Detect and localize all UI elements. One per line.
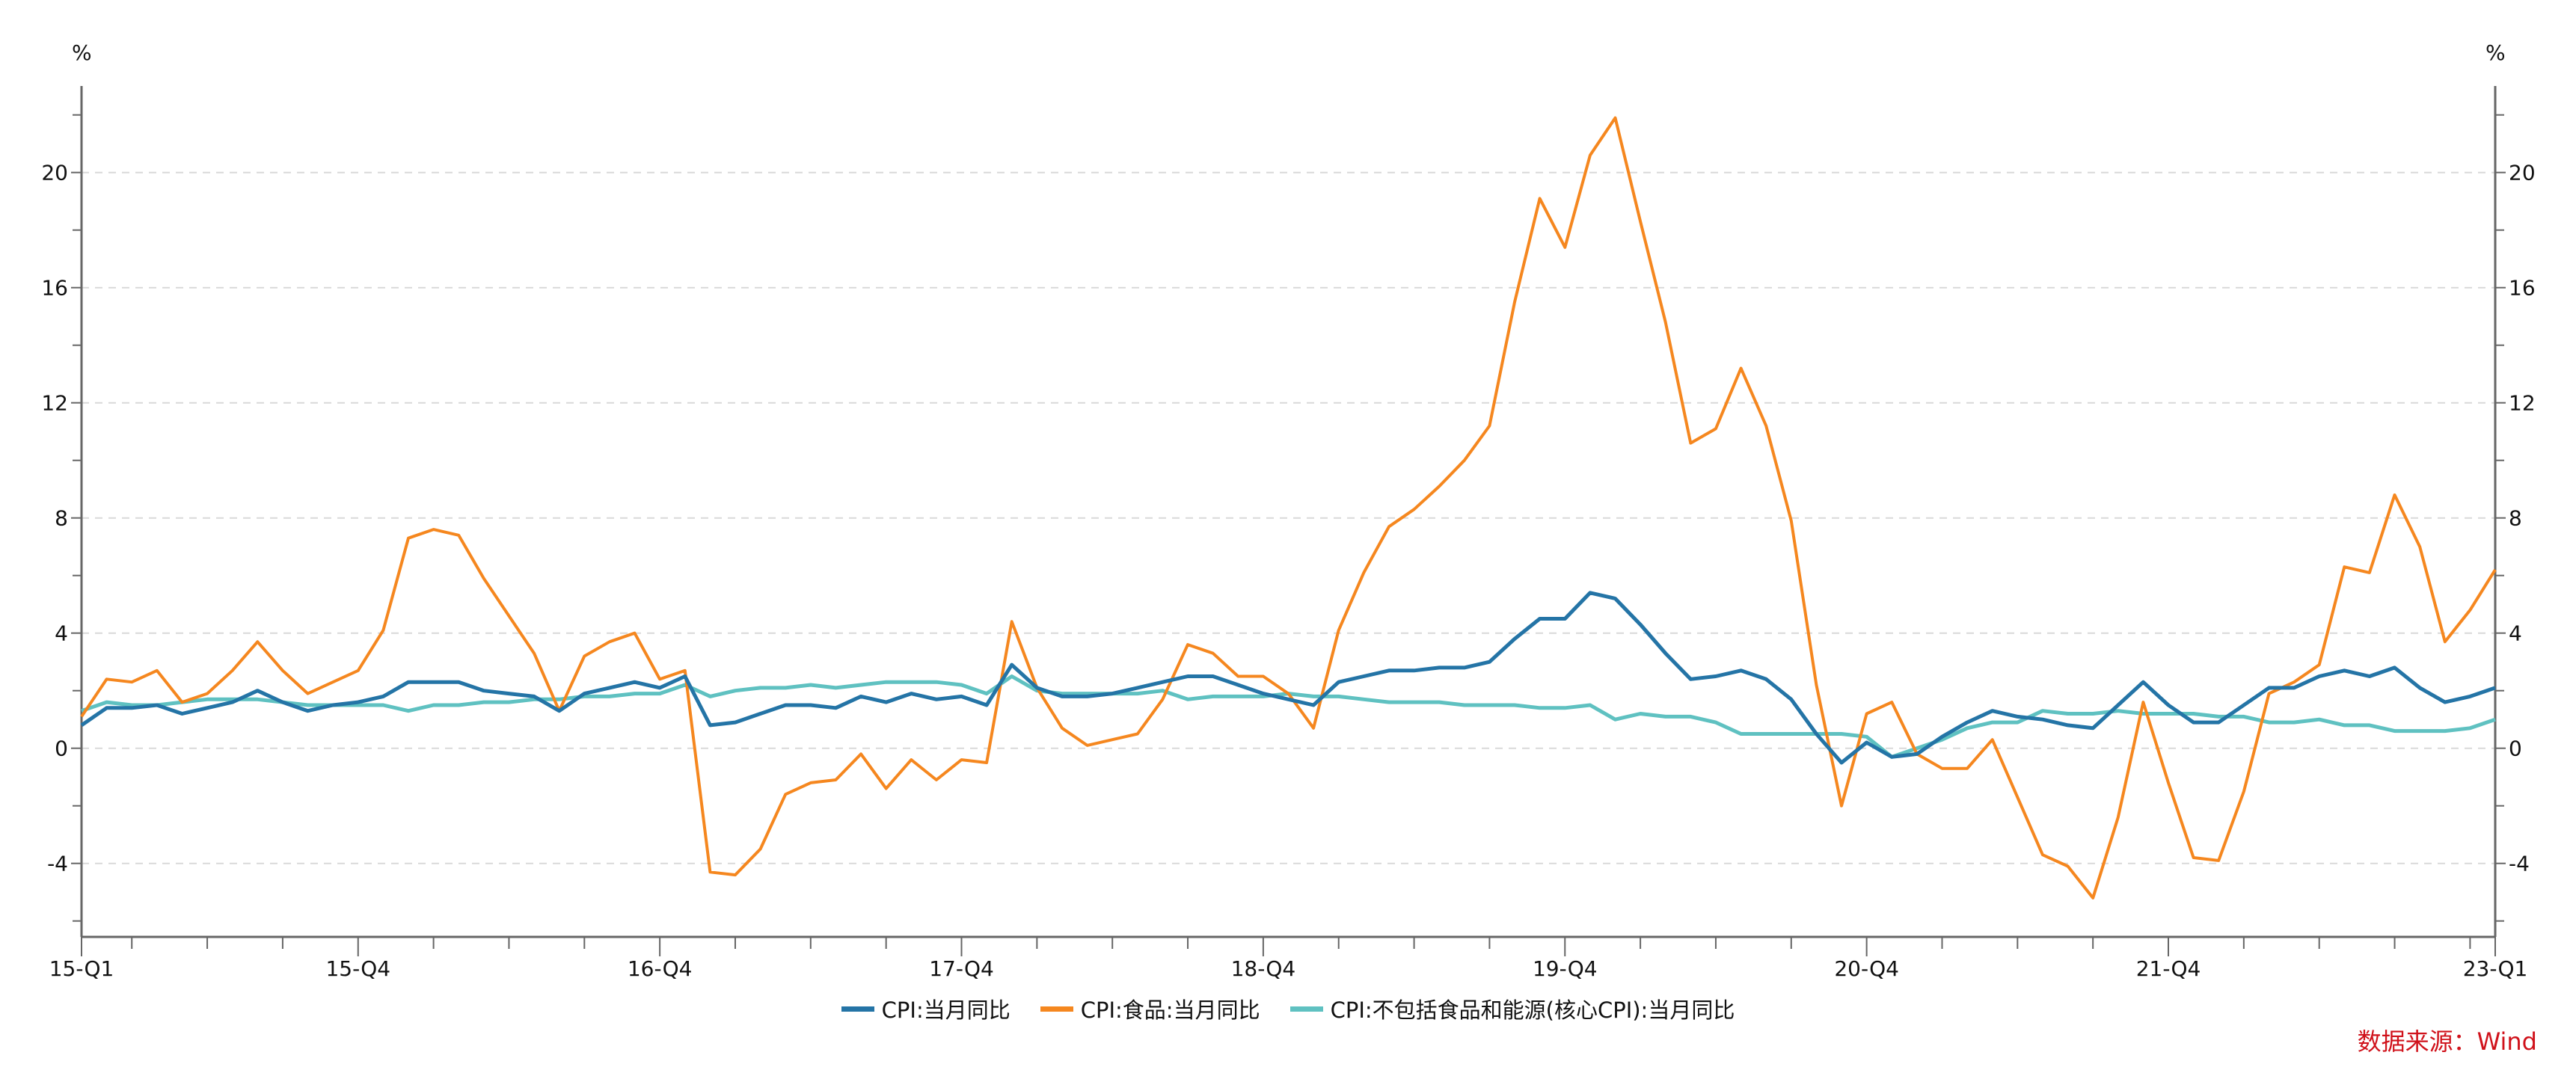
- y-tick-label-left: 16: [41, 276, 68, 301]
- x-tick-label: 16-Q4: [628, 956, 693, 980]
- legend-label: CPI:不包括食品和能源(核心CPI):当月同比: [1330, 997, 1735, 1023]
- series-lines: [80, 116, 2497, 900]
- gridlines: [82, 171, 2495, 864]
- y-tick-label-left: 8: [55, 506, 68, 531]
- y-tick-label-right: 20: [2509, 161, 2536, 185]
- legend-swatch-icon: [1289, 1006, 1323, 1012]
- legend-item-food-cpi[interactable]: CPI:食品:当月同比: [1040, 993, 1260, 1024]
- y-tick-label-left: 20: [41, 161, 68, 185]
- y-tick-label-left: 4: [55, 621, 68, 646]
- x-tick-label: 19-Q4: [1533, 956, 1598, 980]
- y-tick-label-left: 0: [55, 737, 68, 761]
- series-line-0: [80, 591, 2496, 765]
- x-tick-label: 20-Q4: [1834, 956, 1899, 980]
- legend-item-cpi[interactable]: CPI:当月同比: [841, 993, 1011, 1024]
- y-tick-label-right: -4: [2509, 852, 2530, 876]
- x-tick-label: 17-Q4: [929, 956, 994, 980]
- x-tick-label: 18-Q4: [1231, 956, 1296, 980]
- left-axis-unit: %: [72, 40, 92, 65]
- legend-swatch-icon: [841, 1006, 874, 1012]
- x-tick-label: 21-Q4: [2136, 956, 2201, 980]
- legend-swatch-icon: [1040, 1006, 1073, 1012]
- y-tick-label-right: 8: [2509, 506, 2522, 531]
- series-line-1: [80, 116, 2497, 900]
- y-tick-label-right: 12: [2509, 391, 2536, 416]
- legend-label: CPI:当月同比: [881, 997, 1011, 1023]
- axes: -4 -4 0 0 4 4 8 8 12 12 16 16 20 20 15-Q1 15-Q4 16-Q4 17-…: [41, 86, 2536, 980]
- legend-label: CPI:食品:当月同比: [1080, 997, 1260, 1023]
- y-tick-label-right: 0: [2509, 737, 2522, 761]
- x-tick-label: 15-Q4: [325, 956, 390, 980]
- line-chart: -4 -4 0 0 4 4 8 8 12 12 16 16 20 20 15-Q1 15-Q4 16-Q4 17-…: [41, 40, 2536, 980]
- legend: CPI:当月同比 CPI:食品:当月同比 CPI:不包括食品和能源(核心CPI)…: [0, 993, 2576, 1024]
- x-tick-label: 23-Q1: [2463, 956, 2528, 980]
- right-axis-unit: %: [2485, 40, 2506, 65]
- y-tick-label-right: 16: [2509, 276, 2536, 301]
- y-tick-label-left: -4: [47, 852, 68, 876]
- legend-item-core-cpi[interactable]: CPI:不包括食品和能源(核心CPI):当月同比: [1289, 993, 1735, 1024]
- data-source-note: 数据来源：Wind: [2357, 1027, 2537, 1056]
- y-tick-label-right: 4: [2509, 621, 2522, 646]
- y-tick-label-left: 12: [41, 391, 68, 416]
- x-tick-label: 15-Q1: [49, 956, 114, 980]
